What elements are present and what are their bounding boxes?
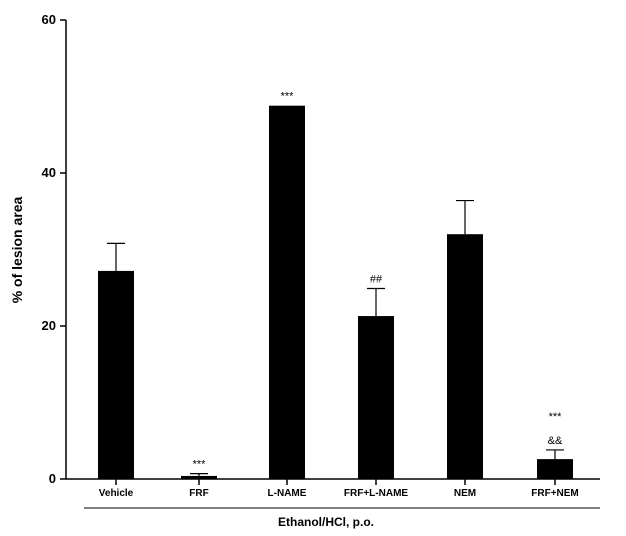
y-tick-label: 60 [42,12,56,27]
plot-area: 0 20 40 60 Vehicle FRF *** L-NAME *** FRF+L-NAME #… [42,12,600,509]
category-label: FRF+NEM [531,488,579,499]
category-label: L-NAME [268,488,307,499]
significance-annotation: *** [193,459,207,471]
y-tick-label: 0 [49,471,56,486]
y-tick-label: 40 [42,165,56,180]
bar [181,475,217,479]
bar [269,105,305,480]
category-label: Vehicle [99,488,134,499]
category-label: NEM [454,488,476,499]
significance-annotation: *** [549,411,563,423]
bar [447,234,483,479]
bar [358,316,394,479]
significance-annotation: ## [370,274,383,286]
significance-annotation: && [548,435,563,447]
group-label: Ethanol/HCl, p.o. [278,515,374,529]
bar [537,459,573,479]
bar [98,270,134,479]
y-axis-title: % of lesion area [9,196,25,303]
significance-annotation: *** [281,91,295,103]
category-label: FRF [189,488,208,499]
y-tick-label: 20 [42,318,56,333]
category-label: FRF+L-NAME [344,488,408,499]
